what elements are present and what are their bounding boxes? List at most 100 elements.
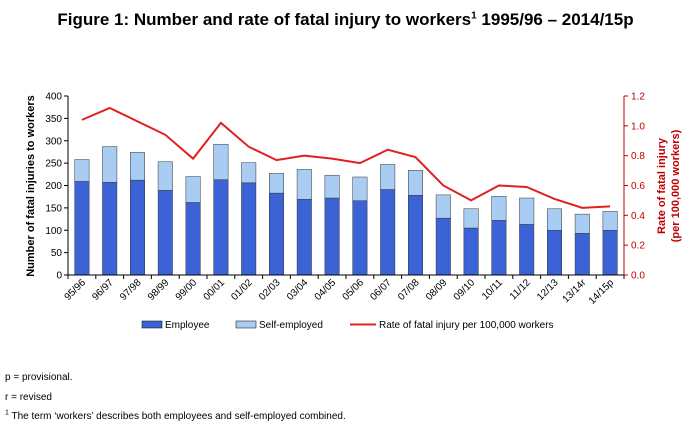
bar-self-employed-10-11 [491, 195, 507, 221]
bar-self-employed-09-10 [463, 208, 479, 229]
left-tick-label: 400 [45, 92, 62, 103]
bar-self-employed-96-97 [102, 146, 118, 183]
right-y-axis: 0.0 0.2 0.4 0.6 0.8 1.0 1.2 [624, 92, 645, 282]
x-tick-label: 04/05 [313, 277, 339, 303]
x-tick-label: 01/02 [229, 277, 255, 303]
bar-self-employed-97-98 [130, 152, 145, 181]
note-revised: r = revised [5, 392, 52, 403]
bar-self-employed-12-13 [547, 208, 562, 231]
legend-label-employee: Employee [165, 320, 210, 331]
x-tick-label: 99/00 [174, 277, 200, 303]
bar-employee-10-11 [491, 220, 507, 276]
legend-label-self-employed: Self-employed [259, 320, 323, 331]
bar-employee-01-02 [241, 182, 257, 276]
left-tick-label: 200 [45, 181, 62, 192]
bar-employee-95-96 [74, 181, 90, 276]
bar-self-employed-08-09 [435, 194, 451, 219]
left-tick-label: 100 [45, 226, 62, 237]
x-tick-label: 95/96 [63, 277, 89, 303]
x-axis: 95/96 96/97 97/98 98/99 99/00 00/01 01/02 02/03… [63, 275, 625, 307]
bar-employee-08-09 [435, 217, 451, 276]
footnote-text: The term ‘workers’ describes both employ… [8, 411, 346, 422]
bar-employee-04-05 [324, 197, 340, 276]
left-tick-label: 300 [45, 136, 62, 147]
bar-self-employed-00-01 [213, 144, 229, 180]
x-tick-label: 07/08 [396, 277, 422, 303]
note-provisional: p = provisional. [5, 372, 73, 383]
bar-self-employed-98-99 [157, 161, 173, 191]
left-tick-label: 350 [45, 114, 62, 125]
x-tick-label: 03/04 [285, 277, 311, 303]
bar-self-employed-13-14r [574, 213, 590, 234]
right-tick-label: 0.6 [631, 181, 645, 192]
rate-line-layer [81, 106, 611, 209]
bar-self-employed-03-04 [296, 169, 312, 200]
right-axis-title-line1: Rate of fatal injury [656, 137, 668, 234]
right-tick-label: 0.8 [631, 151, 645, 162]
chart-title-period: 1995/96 – 2014/15p [476, 10, 634, 29]
bar-self-employed-95-96 [74, 159, 90, 182]
bar-employee-05-06 [352, 200, 368, 276]
legend-label-rate: Rate of fatal injury per 100,000 workers [379, 320, 554, 331]
legend-swatch-employee [141, 320, 163, 329]
bar-self-employed-14-15p [602, 211, 618, 231]
bars-layer [74, 144, 618, 276]
right-tick-label: 0.4 [631, 211, 645, 222]
x-tick-label: 10/11 [480, 277, 505, 302]
bar-employee-98-99 [157, 190, 173, 276]
legend: Employee Self-employed Rate of fatal inj… [141, 320, 554, 331]
bar-employee-11-12 [519, 224, 535, 276]
bar-employee-13-14r [574, 233, 590, 276]
bar-employee-99-00 [185, 202, 201, 276]
bar-self-employed-01-02 [241, 162, 257, 184]
bar-employee-09-10 [463, 227, 479, 276]
x-tick-label: 96/97 [90, 277, 116, 303]
bar-self-employed-05-06 [352, 176, 368, 201]
left-tick-label: 250 [45, 159, 62, 170]
bar-self-employed-06-07 [380, 164, 396, 190]
x-tick-label: 05/06 [341, 277, 367, 303]
left-axis-title: Number of fatal injuries to workers [25, 95, 37, 277]
bar-self-employed-07-08 [408, 170, 423, 196]
footnote-marker: 1 [5, 409, 9, 417]
bar-employee-07-08 [408, 195, 423, 276]
left-tick-label: 0 [56, 271, 62, 282]
legend-swatch-self-employed [235, 320, 257, 329]
bar-employee-96-97 [102, 182, 118, 276]
x-tick-label: 13/14r [561, 277, 589, 305]
x-tick-label: 98/99 [146, 277, 172, 303]
x-tick-label: 06/07 [368, 277, 394, 303]
bar-employee-00-01 [213, 179, 229, 276]
left-tick-label: 150 [45, 203, 62, 214]
bar-employee-03-04 [296, 199, 312, 276]
note-footnote: 1 The term ‘workers’ describes both empl… [5, 409, 346, 422]
chart-title-main: Figure 1: Number and rate of fatal injur… [57, 10, 472, 29]
chart-title-footnote-marker: 1 [471, 10, 477, 22]
right-tick-label: 0.2 [631, 241, 645, 252]
x-tick-label: 02/03 [257, 277, 283, 303]
bar-self-employed-04-05 [324, 174, 340, 199]
x-tick-label: 08/09 [424, 277, 450, 303]
x-tick-label: 12/13 [535, 277, 561, 303]
bar-employee-06-07 [380, 189, 396, 276]
bar-employee-97-98 [130, 179, 145, 276]
x-tick-label: 09/10 [452, 277, 478, 303]
bar-employee-02-03 [269, 192, 284, 276]
fatal-injury-chart: 0 50 100 150 200 250 300 350 400 0.0 0.2 0.4 0.6 0.8… [25, 92, 682, 332]
rate-line [81, 106, 611, 209]
x-tick-label: 11/12 [508, 277, 533, 302]
bar-self-employed-99-00 [185, 176, 201, 203]
bar-self-employed-11-12 [519, 197, 535, 225]
left-y-axis: 0 50 100 150 200 250 300 350 400 [45, 92, 68, 282]
chart-title: Figure 1: Number and rate of fatal injur… [0, 10, 691, 30]
x-tick-label: 14/15p [587, 277, 617, 307]
right-tick-label: 1.2 [631, 92, 645, 103]
right-axis-title-line2: (per 100,000 workers) [670, 129, 682, 242]
right-tick-label: 0.0 [631, 271, 645, 282]
x-tick-label: 97/98 [118, 277, 144, 303]
bar-employee-14-15p [602, 230, 618, 276]
right-tick-label: 1.0 [631, 121, 645, 132]
left-tick-label: 50 [51, 248, 63, 259]
bar-self-employed-02-03 [269, 173, 284, 194]
x-tick-label: 00/01 [202, 277, 228, 303]
